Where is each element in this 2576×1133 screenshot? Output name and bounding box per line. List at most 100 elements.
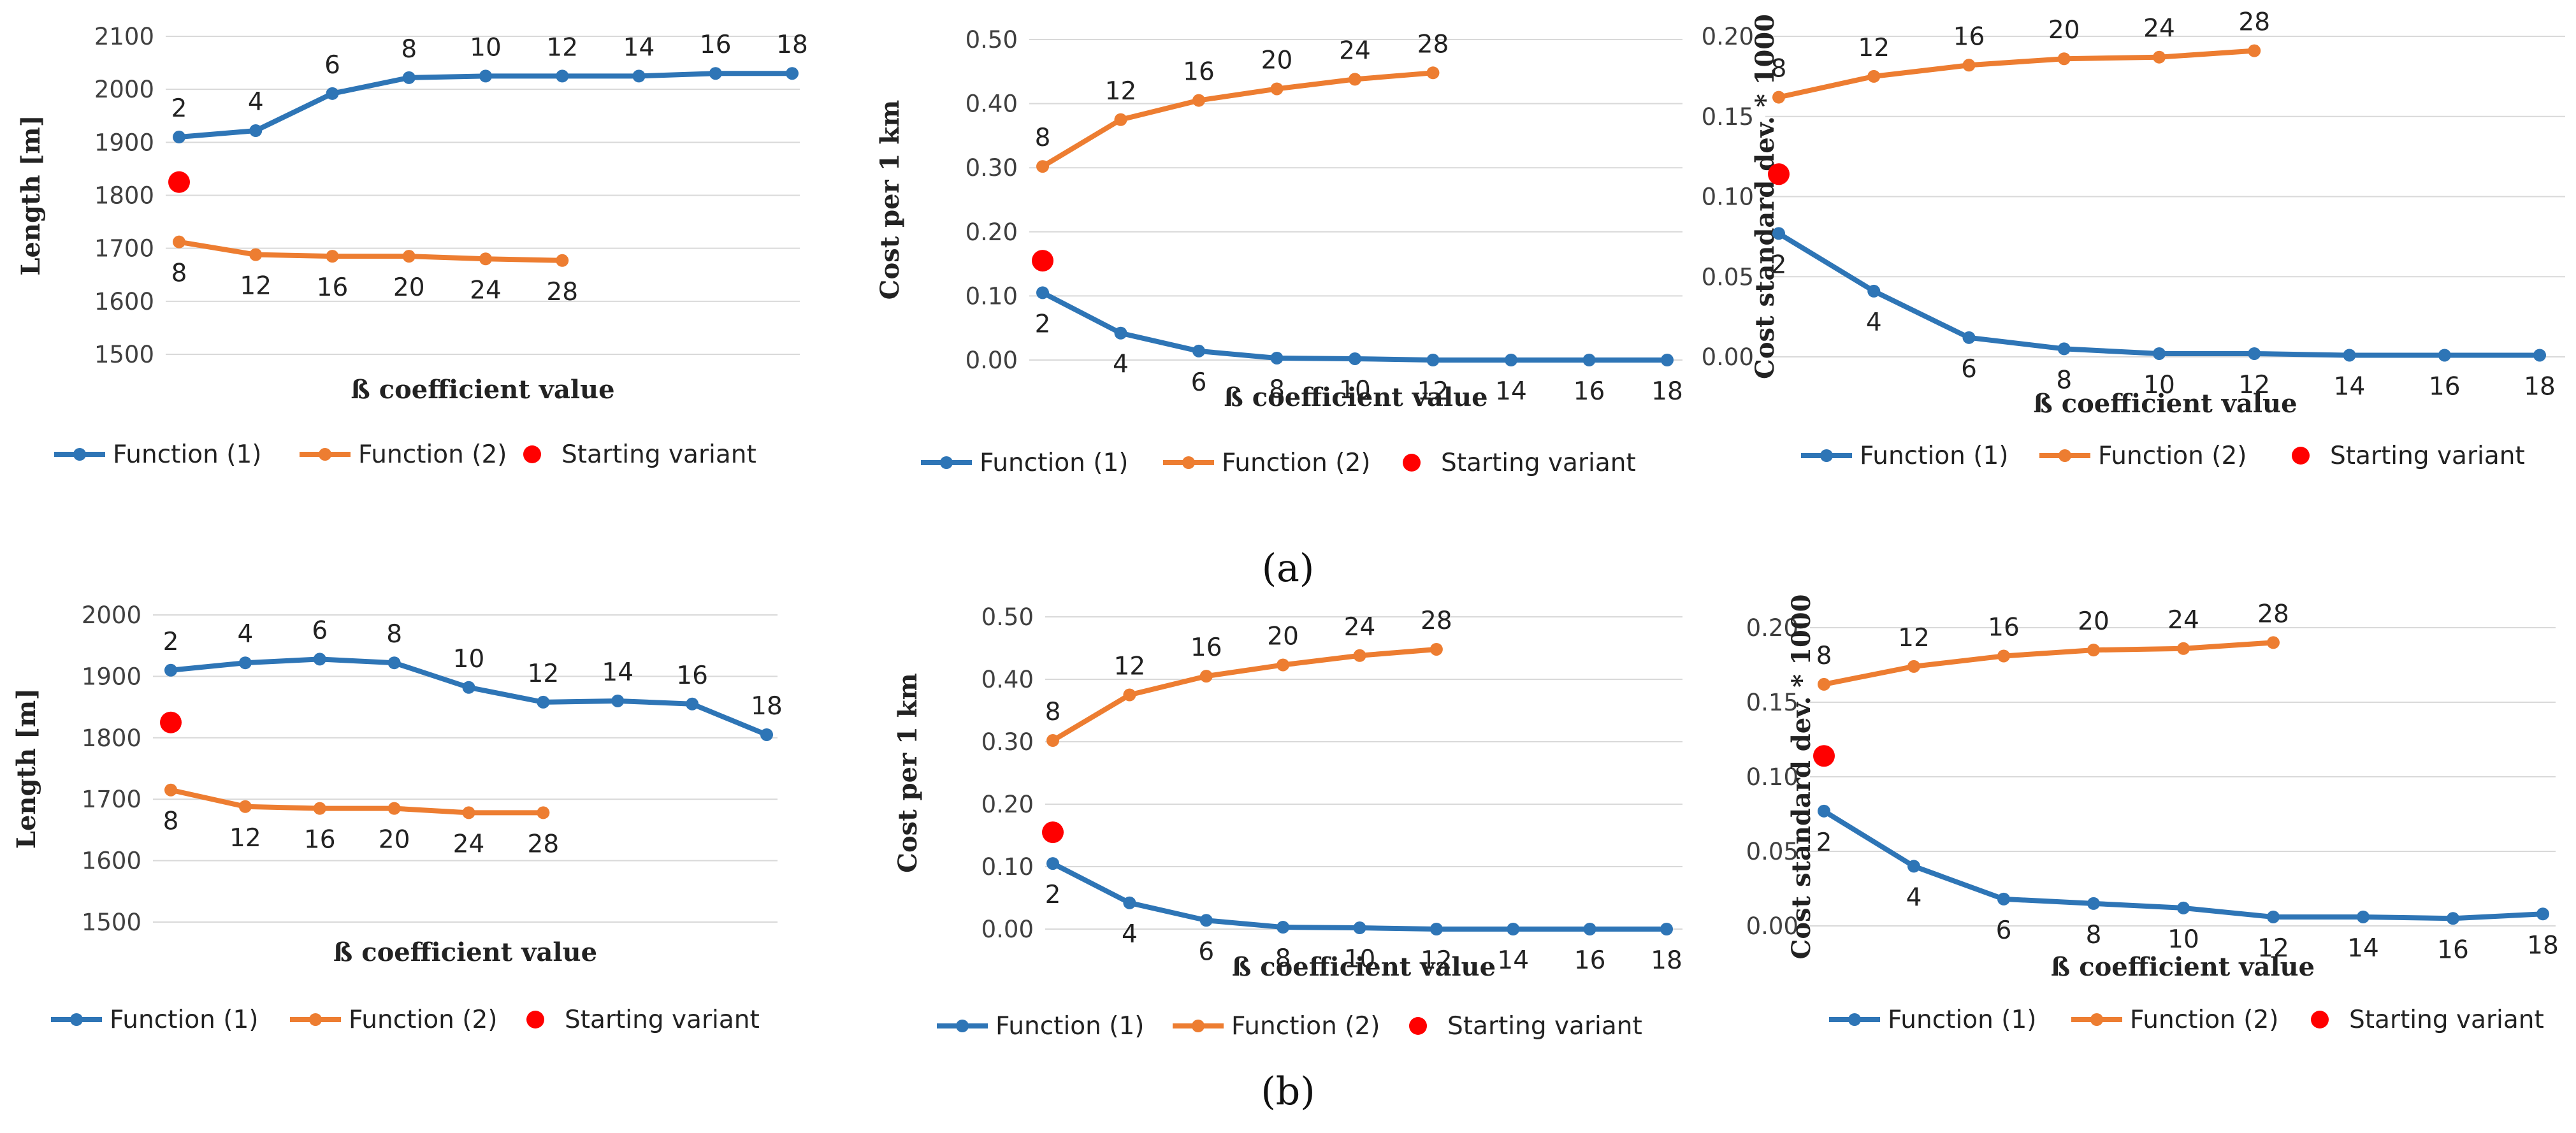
data-point-function-1 <box>760 728 773 741</box>
data-label-function-1: 8 <box>401 35 417 64</box>
y-axis-title: Cost standard dev. * 1000 <box>1786 595 1816 960</box>
chart-panel-a-2: 0.00 0.10 0.20 0.30 0.40 0.50 Cost per 1 km ß c… <box>875 26 1683 477</box>
x-axis-title: ß coefficient value <box>1224 382 1487 412</box>
y-axis-title: Cost standard dev. * 1000 <box>1750 14 1780 379</box>
data-point-function-1 <box>2177 901 2190 914</box>
data-label-function-1: 2 <box>163 628 179 656</box>
data-point-function-2 <box>2153 50 2166 64</box>
data-label-function-2: 12 <box>1114 653 1146 681</box>
y-tick-label: 0.50 <box>966 26 1018 54</box>
y-tick-label: 0.30 <box>966 154 1018 182</box>
data-point-function-2 <box>238 800 252 813</box>
y-tick-label: 0.10 <box>1746 763 1798 791</box>
y-tick-label: 0.10 <box>981 853 1034 881</box>
data-label-function-1: 2 <box>171 94 187 123</box>
data-label-function-1: 6 <box>1996 916 2012 945</box>
starting-variant-point <box>1032 250 1053 272</box>
legend: Function (1) Function (2) Starting variant <box>1801 442 2525 470</box>
data-point-function-2 <box>1867 69 1881 83</box>
data-point-function-2 <box>462 806 475 819</box>
legend-marker-function-2 <box>319 448 331 461</box>
legend-marker-starting-variant <box>523 445 541 463</box>
data-label-function-1: 8 <box>2056 366 2072 394</box>
y-tick-label: 0.00 <box>981 916 1034 943</box>
chart-panel-a-1: 1500 1600 1700 1800 1900 2000 2100 Length [m] ß … <box>16 23 808 469</box>
legend-marker-starting-variant <box>2292 447 2310 465</box>
y-tick-label: 0.15 <box>1746 689 1798 716</box>
data-point-function-1 <box>1277 921 1290 934</box>
data-label-function-1: 16 <box>676 661 708 690</box>
legend-label-function-2: Function (2) <box>349 1006 498 1034</box>
legend-marker-function-2 <box>1192 1020 1205 1032</box>
data-label-function-1: 10 <box>2143 371 2175 400</box>
data-point-function-1 <box>1429 923 1443 935</box>
x-axis-title: ß coefficient value <box>2051 952 2315 982</box>
legend-label-function-1: Function (1) <box>980 449 1129 477</box>
y-tick-label: 0.50 <box>981 603 1034 631</box>
y-tick-label: 0.30 <box>981 728 1034 756</box>
y-axis-title: Length [m] <box>16 115 46 275</box>
data-label-function-2: 28 <box>1421 607 1452 635</box>
legend-label-starting-variant: Starting variant <box>2349 1006 2544 1034</box>
data-label-function-2: 20 <box>1267 622 1299 651</box>
data-label-function-1: 12 <box>528 660 560 688</box>
data-label-function-2: 28 <box>2257 600 2289 628</box>
data-label-function-1: 18 <box>2527 931 2559 960</box>
series-line-function-2 <box>178 239 563 263</box>
data-label-function-1: 10 <box>453 645 485 674</box>
data-label-function-1: 12 <box>1421 946 1452 975</box>
y-tick-label: 2000 <box>82 602 141 629</box>
y-tick-label: 0.10 <box>966 282 1018 310</box>
data-label-function-1: 6 <box>312 616 328 645</box>
data-point-function-1 <box>611 694 625 707</box>
data-point-function-2 <box>1277 658 1290 672</box>
data-point-function-1 <box>556 69 569 83</box>
data-label-function-1: 18 <box>1651 377 1683 406</box>
data-label-function-2: 12 <box>1105 77 1137 106</box>
data-point-function-2 <box>2057 52 2071 66</box>
data-point-function-1 <box>326 87 339 100</box>
data-point-function-1 <box>2153 347 2166 360</box>
data-label-function-2: 8 <box>1816 642 1832 670</box>
series-line-function-2 <box>1051 646 1437 743</box>
data-point-function-1 <box>2447 912 2459 925</box>
data-point-function-1 <box>173 131 185 144</box>
data-label-function-2: 8 <box>1771 55 1787 83</box>
x-axis-title: ß coefficient value <box>1232 952 1496 982</box>
legend-marker-function-1 <box>940 456 953 469</box>
data-label-function-2: 24 <box>1344 613 1376 642</box>
x-axis-title: ß coefficient value <box>2033 389 2297 419</box>
x-axis-title: ß coefficient value <box>351 375 614 405</box>
starting-variant-point <box>1768 163 1790 185</box>
data-point-function-1 <box>1192 344 1205 357</box>
data-label-function-1: 16 <box>700 31 732 59</box>
data-point-function-1 <box>709 67 722 80</box>
data-label-function-1: 18 <box>776 31 808 59</box>
data-label-function-1: 4 <box>1122 920 1138 949</box>
data-point-function-1 <box>786 67 799 80</box>
data-label-function-2: 12 <box>229 824 261 853</box>
caption-b: (b) <box>1261 1069 1315 1114</box>
data-label-function-2: 16 <box>317 273 349 302</box>
data-label-function-2: 20 <box>393 273 425 302</box>
data-point-function-2 <box>1199 670 1213 683</box>
y-tick-label: 0.20 <box>981 791 1034 818</box>
data-point-function-2 <box>1818 677 1830 691</box>
legend-marker-starting-variant <box>1409 1017 1427 1035</box>
y-axis-title: Cost per 1 km <box>893 673 923 873</box>
data-point-function-1 <box>1123 896 1136 909</box>
data-label-function-2: 24 <box>1339 36 1371 65</box>
data-label-function-1: 8 <box>2086 921 2102 949</box>
legend-label-starting-variant: Starting variant <box>2330 442 2525 470</box>
data-label-function-2: 28 <box>1417 30 1449 59</box>
legend: Function (1) Function (2) Starting variant <box>921 449 1636 477</box>
chart-panel-b-1: 1500 1600 1700 1800 1900 2000 Length [m] ß coef… <box>11 602 783 1034</box>
data-point-function-2 <box>402 250 416 263</box>
legend-label-function-2: Function (2) <box>2130 1006 2279 1034</box>
data-label-function-2: 8 <box>171 259 187 288</box>
data-label-function-2: 12 <box>1898 624 1930 653</box>
data-label-function-1: 10 <box>1344 945 1376 974</box>
data-point-function-1 <box>1036 286 1049 299</box>
